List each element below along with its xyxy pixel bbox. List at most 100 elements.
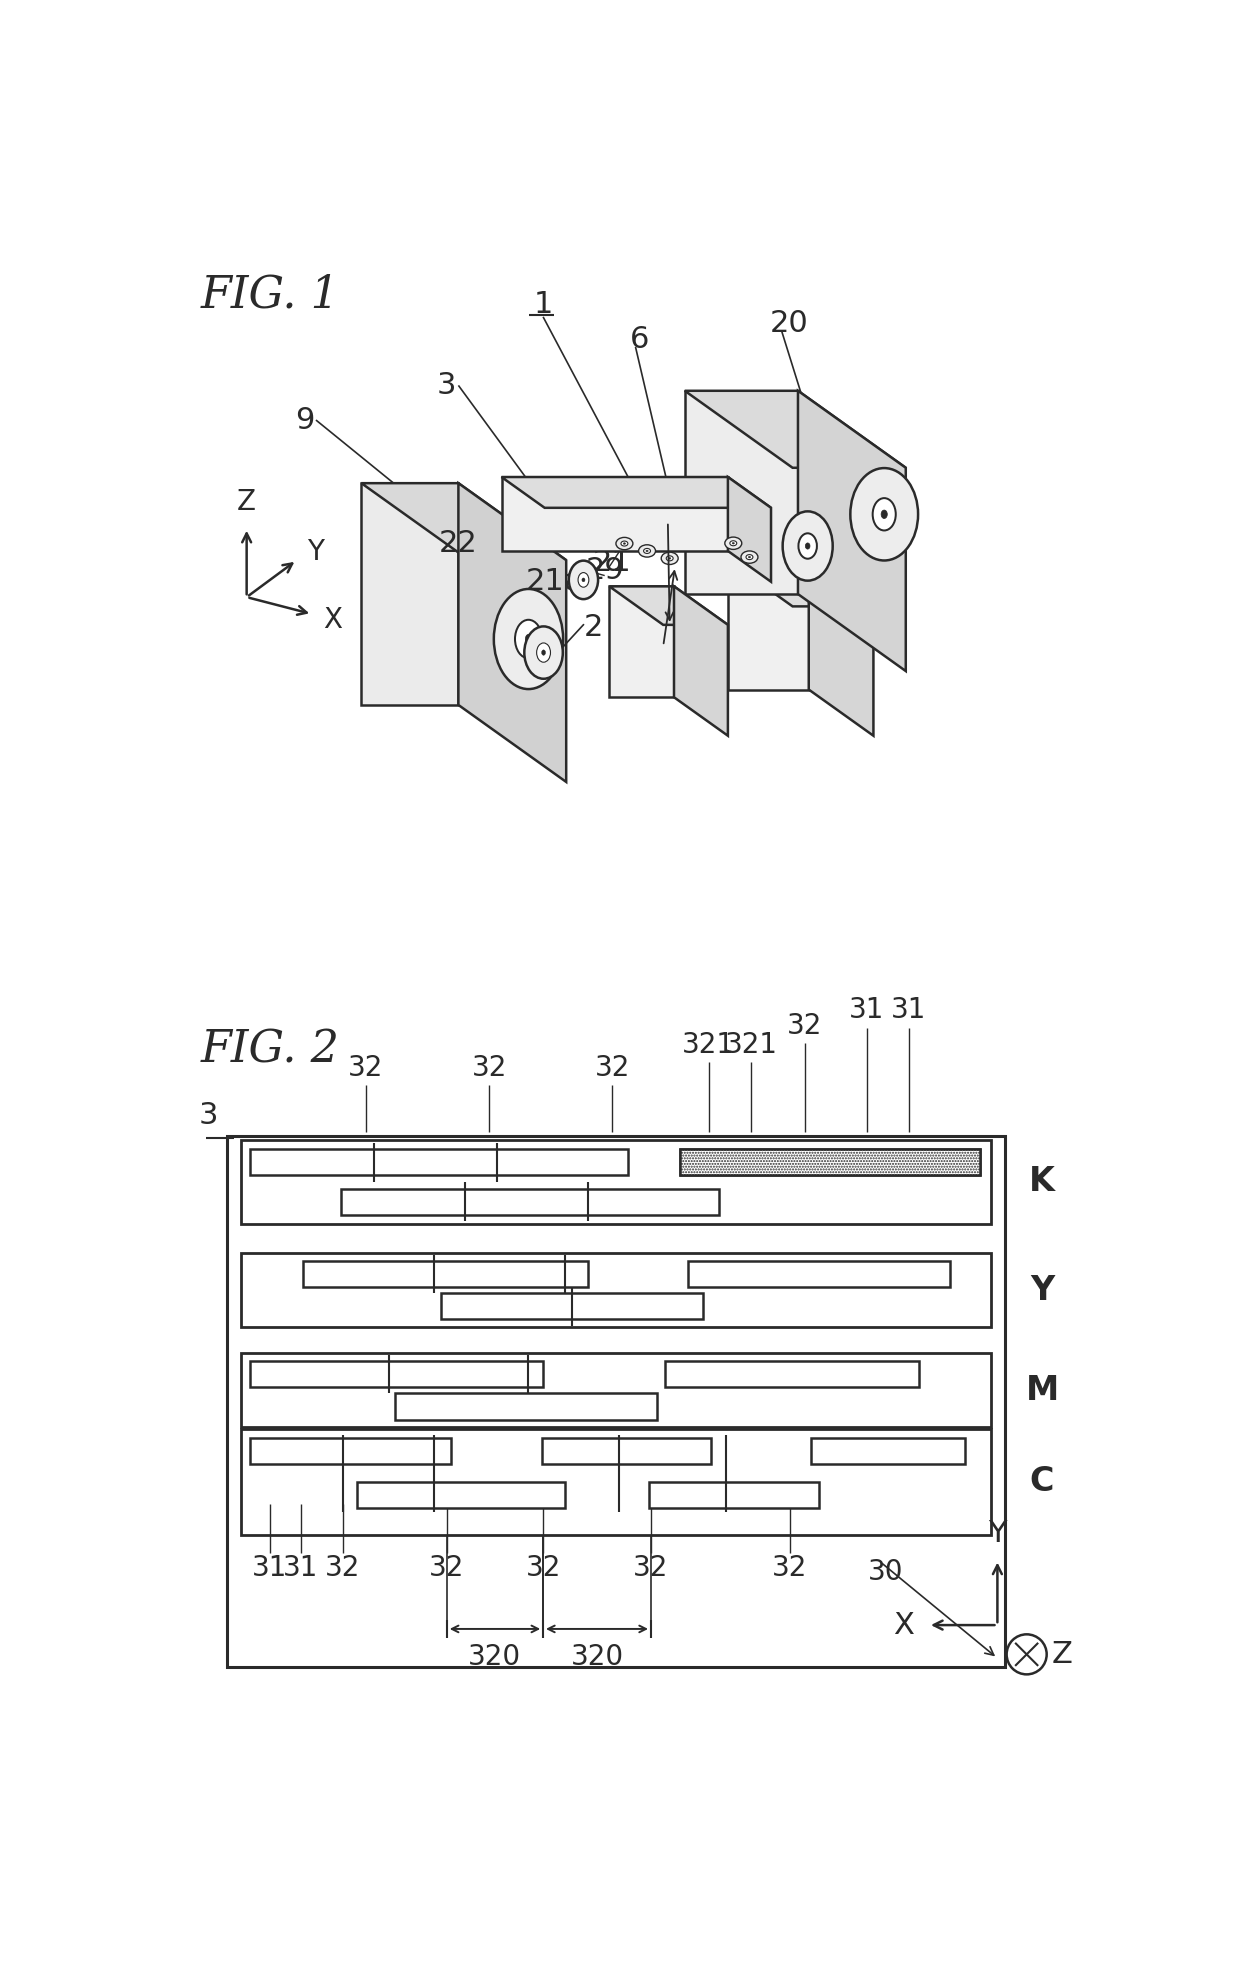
Bar [681,1150,981,1176]
Text: 21: 21 [735,495,774,522]
Text: Y: Y [1030,1273,1054,1307]
Ellipse shape [569,560,598,600]
Polygon shape [808,560,873,735]
Bar [341,1188,719,1215]
Bar [242,1428,991,1535]
Polygon shape [361,483,459,705]
Text: 320: 320 [570,1642,624,1670]
Text: FIG. 2: FIG. 2 [201,1029,340,1072]
Ellipse shape [621,540,627,546]
Ellipse shape [742,550,758,564]
Text: 32: 32 [595,1055,630,1082]
Bar [542,1438,711,1464]
Ellipse shape [661,552,678,564]
Text: 32: 32 [634,1555,668,1583]
Ellipse shape [725,536,742,550]
Text: K: K [1029,1166,1055,1198]
Bar [665,1360,919,1386]
Text: FIG. 1: FIG. 1 [201,274,340,318]
Polygon shape [609,586,675,697]
Text: 30: 30 [868,1559,904,1587]
Circle shape [1007,1634,1047,1674]
Text: 21: 21 [686,459,724,489]
Text: 2: 2 [584,614,603,641]
Bar [811,1438,965,1464]
Ellipse shape [494,590,563,689]
Text: 321: 321 [682,1031,735,1059]
Text: 32: 32 [787,1013,822,1041]
Bar [242,1352,991,1428]
Bar [441,1293,703,1319]
Bar [250,1438,450,1464]
Polygon shape [609,586,728,626]
Text: Z: Z [1052,1640,1073,1668]
Text: 32: 32 [429,1555,465,1583]
Text: 20: 20 [770,310,808,338]
Text: 32: 32 [325,1555,361,1583]
Text: 3: 3 [438,371,456,399]
Ellipse shape [537,643,551,661]
Text: 4: 4 [833,445,853,473]
Ellipse shape [639,544,656,558]
Ellipse shape [582,578,585,582]
Ellipse shape [666,556,673,560]
Text: 6: 6 [630,324,649,354]
Ellipse shape [799,534,817,558]
Bar [250,1360,543,1386]
Bar [681,1150,981,1176]
Text: 1: 1 [533,290,553,320]
Ellipse shape [515,620,542,657]
Polygon shape [675,586,728,735]
Polygon shape [728,477,771,582]
Polygon shape [799,391,905,671]
Ellipse shape [525,626,563,679]
Text: 25: 25 [651,502,689,530]
Polygon shape [684,391,905,469]
Text: 21: 21 [593,548,631,578]
Polygon shape [684,391,799,594]
Ellipse shape [882,510,888,518]
Text: 21a: 21a [526,568,583,596]
Bar [303,1261,588,1287]
Text: 31: 31 [892,997,926,1025]
Polygon shape [728,560,808,689]
Ellipse shape [873,498,895,530]
Ellipse shape [644,548,651,554]
Ellipse shape [730,540,737,546]
Bar [242,1253,991,1327]
Text: Y: Y [988,1519,1007,1549]
Text: 23: 23 [812,495,852,522]
Polygon shape [459,483,567,782]
Text: 32: 32 [471,1055,507,1082]
Bar [227,1136,1006,1668]
Bar [250,1150,627,1176]
Ellipse shape [746,554,753,560]
Bar [396,1394,657,1420]
Ellipse shape [851,469,918,560]
Polygon shape [728,560,873,606]
Text: 31: 31 [252,1555,288,1583]
Ellipse shape [616,538,632,550]
Ellipse shape [526,634,532,643]
Polygon shape [501,477,728,550]
Text: 29: 29 [585,556,624,584]
Text: 3: 3 [198,1100,218,1130]
Bar [688,1261,950,1287]
Text: M: M [1025,1374,1059,1406]
Bar [357,1482,564,1507]
Polygon shape [501,477,771,508]
Bar [242,1140,991,1223]
Text: X: X [324,606,342,634]
Ellipse shape [782,510,833,580]
Text: 320: 320 [467,1642,521,1670]
Text: 32: 32 [348,1055,383,1082]
Text: 31: 31 [283,1555,319,1583]
Text: C: C [1029,1466,1054,1497]
Polygon shape [361,483,567,560]
Text: 9: 9 [295,405,314,435]
Text: 32: 32 [771,1555,807,1583]
Ellipse shape [805,542,810,548]
Text: 22: 22 [439,528,477,558]
Text: Y: Y [306,538,324,566]
Text: X: X [893,1611,914,1640]
